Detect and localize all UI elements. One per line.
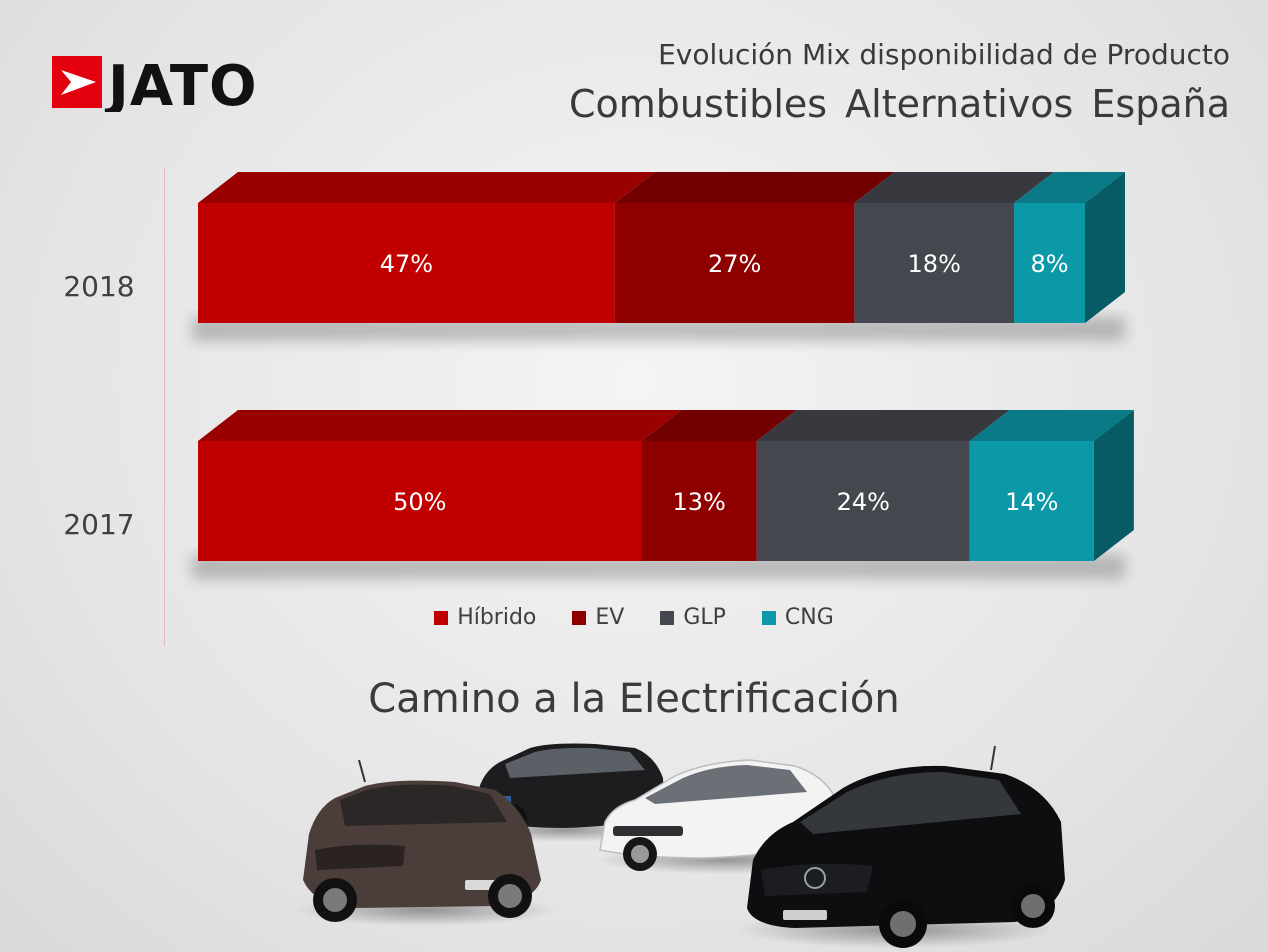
jato-logo-text: JATO	[104, 54, 258, 112]
bar-glp-2018	[854, 203, 1015, 323]
category-label-2017: 2017	[63, 508, 134, 541]
chart-title: Combustibles Alternativos España	[568, 82, 1230, 126]
electric-cars-illustration	[295, 743, 1065, 948]
data-label-ev-2018: 27%	[708, 250, 761, 278]
data-label-cng-2018: 8%	[1030, 250, 1068, 278]
data-label-glp-2018: 18%	[908, 250, 961, 278]
data-label-glp-2017: 24%	[837, 488, 890, 516]
legend-label: EV	[595, 605, 625, 630]
bar-top-ev-2017	[641, 410, 797, 441]
bar-híbrido-2017	[198, 441, 642, 561]
axis-divider-line	[164, 168, 165, 646]
bar-top-híbrido-2017	[198, 410, 682, 441]
bar-top-cng-2017	[969, 410, 1134, 441]
legend-label: GLP	[683, 605, 726, 630]
bar-side-2017	[1093, 410, 1134, 561]
legend-item-híbrido: Híbrido	[434, 605, 536, 630]
data-label-ev-2017: 13%	[672, 488, 725, 516]
data-label-híbrido-2017: 50%	[393, 488, 446, 516]
bar-cng-2017	[969, 441, 1094, 561]
bar-top-glp-2017	[756, 410, 1010, 441]
bar-glp-2017	[756, 441, 970, 561]
bar-ev-2018	[614, 203, 855, 323]
legend-swatch	[572, 610, 587, 625]
renault-zoe-car-icon	[295, 759, 555, 926]
bar-side-2018	[1085, 172, 1125, 323]
legend-item-cng: CNG	[761, 605, 834, 630]
legend-item-glp: GLP	[660, 605, 726, 630]
data-label-híbrido-2018: 47%	[380, 250, 433, 278]
jato-logo-icon	[52, 56, 102, 108]
bar-top-ev-2018	[614, 172, 895, 203]
legend-swatch	[761, 610, 776, 625]
legend-swatch	[660, 610, 675, 625]
bar-top-híbrido-2018	[198, 172, 655, 203]
legend-label: Híbrido	[457, 605, 537, 630]
chart-subtitle: Evolución Mix disponibilidad de Producto	[658, 38, 1230, 71]
category-label-2018: 2018	[63, 270, 134, 303]
bar-ev-2017	[641, 441, 757, 561]
legend-item-ev: EV	[572, 605, 624, 630]
section-heading: Camino a la Electrificación	[368, 676, 900, 722]
bar-top-glp-2018	[854, 172, 1055, 203]
jato-logo: JATO	[52, 54, 258, 112]
data-label-cng-2017: 14%	[1005, 488, 1058, 516]
bar-cng-2018	[1014, 203, 1085, 323]
chart-legend: Híbrido EV GLP CNG	[0, 605, 1268, 630]
bar-híbrido-2018	[198, 203, 615, 323]
nissan-leaf-car-icon	[735, 745, 1065, 948]
legend-label: CNG	[784, 605, 834, 630]
legend-swatch	[434, 610, 449, 625]
bar-top-cng-2018	[1014, 172, 1125, 203]
